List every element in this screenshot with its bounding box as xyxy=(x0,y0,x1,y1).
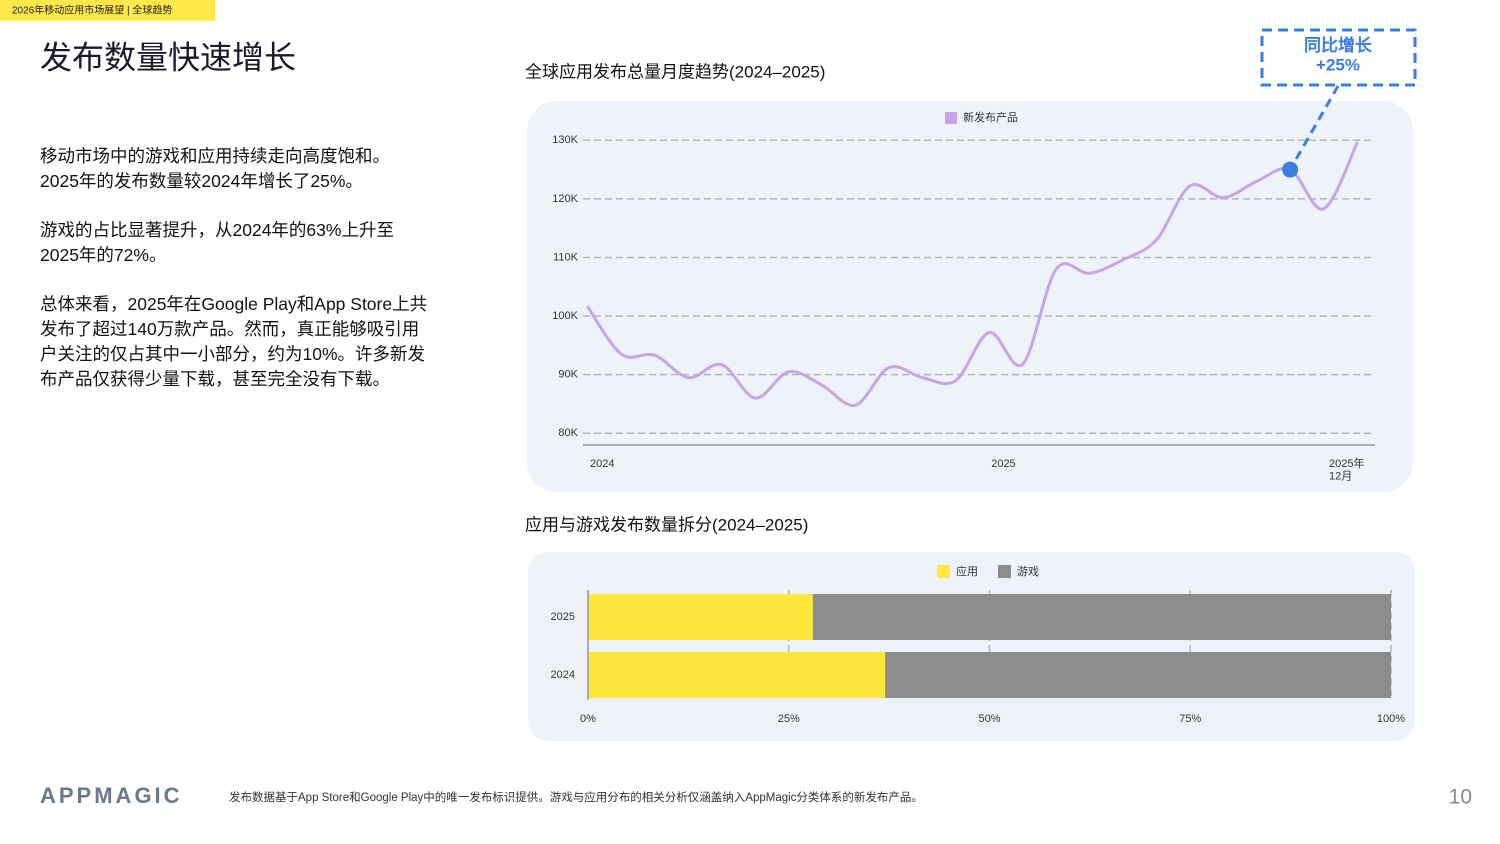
annotation-connector xyxy=(1288,85,1340,171)
paragraph: 游戏的占比显著提升，从2024年的63%上升至 2025年的72%。 xyxy=(40,220,394,265)
legend-label: 新发布产品 xyxy=(963,110,1018,124)
x-tick-label: 2025 xyxy=(991,458,1015,470)
legend-swatch xyxy=(945,112,957,124)
line xyxy=(586,141,1359,407)
x-tick-label: 75% xyxy=(1179,713,1201,725)
x-tick-label: 25% xyxy=(778,713,800,725)
y-tick-label: 90K xyxy=(558,369,578,381)
paragraph: 移动市场中的游戏和应用持续走向高度饱和。 2025年的发布数量较2024年增长了… xyxy=(40,146,390,191)
footnote: 发布数据基于App Store和Google Play中的唯一发布标识提供。游戏… xyxy=(229,790,923,804)
y-tick-label: 80K xyxy=(558,427,578,439)
highlight-point xyxy=(1282,161,1299,178)
y-tick-label: 110K xyxy=(553,251,579,263)
x-tick-label: 2024 xyxy=(590,458,614,470)
page-number: 10 xyxy=(1449,786,1472,809)
logo: APPMAGIC xyxy=(40,783,183,808)
chart-title: 应用与游戏发布数量拆分(2024–2025) xyxy=(525,515,808,534)
slide-title: 发布数量快速增长 xyxy=(40,39,296,75)
legend-label: 应用 xyxy=(956,564,978,578)
legend-swatch xyxy=(998,565,1011,578)
chart-title: 全球应用发布总量月度趋势(2024–2025) xyxy=(525,62,825,81)
legend-label: 游戏 xyxy=(1017,565,1039,578)
x-tick-label: 2025年 12月 xyxy=(1329,456,1364,483)
x-tick-label: 0% xyxy=(580,713,596,725)
bar-segment xyxy=(588,594,813,640)
chart-panel xyxy=(528,552,1415,741)
paragraph: 总体来看，2025年在Google Play和App Store上共 发布了超过… xyxy=(40,294,428,389)
y-tick-label: 2025 xyxy=(551,611,575,623)
legend-swatch xyxy=(937,565,950,578)
bar-segment xyxy=(812,594,1391,640)
bar-segment xyxy=(588,652,886,698)
bar-segment xyxy=(885,652,1391,698)
tag: 2026年移动应用市场展望 | 全球趋势 xyxy=(12,4,172,17)
x-tick-label: 100% xyxy=(1377,713,1405,725)
y-tick-label: 2024 xyxy=(551,669,575,681)
annotation-box xyxy=(1260,28,1417,87)
tag-bg xyxy=(0,0,215,21)
x-tick-label: 50% xyxy=(978,713,1000,725)
y-tick-label: 130K xyxy=(552,134,578,146)
y-tick-label: 100K xyxy=(552,310,578,322)
y-tick-label: 120K xyxy=(552,193,578,205)
annotation: 同比增长+25% xyxy=(1304,35,1373,75)
